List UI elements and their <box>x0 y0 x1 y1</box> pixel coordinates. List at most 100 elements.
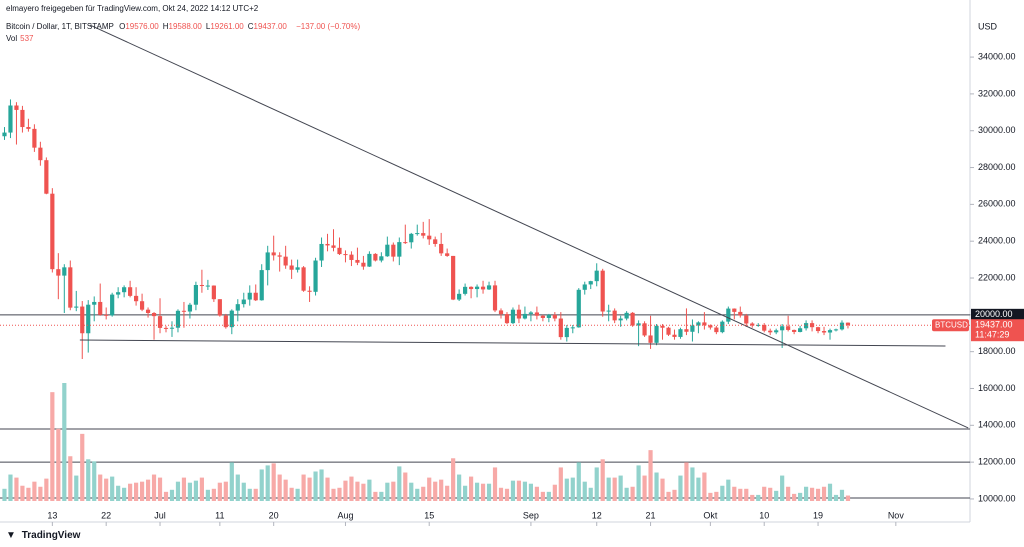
candle-body <box>385 244 390 257</box>
volume-bar <box>696 477 701 501</box>
volume-bar <box>122 487 127 501</box>
candle-body <box>738 311 743 316</box>
candle-body <box>44 160 49 194</box>
x-tick-label: 15 <box>424 510 434 520</box>
volume-bar <box>690 467 695 501</box>
volume-bar <box>451 458 456 501</box>
candle-body <box>546 314 551 318</box>
candle-body <box>205 285 210 287</box>
candle-body <box>337 247 342 255</box>
candle-body <box>277 255 282 257</box>
candle-body <box>265 252 270 271</box>
candle-body <box>367 253 372 267</box>
volume-bar <box>98 474 103 501</box>
volume-bar <box>325 477 330 501</box>
candle-body <box>391 244 396 257</box>
volume-bar <box>62 383 67 501</box>
volume-bar <box>792 493 797 501</box>
y-tick-label: 12000.00 <box>978 457 1016 467</box>
volume-bar <box>163 491 169 501</box>
candle-body <box>199 285 204 287</box>
candle-body <box>86 304 91 334</box>
candle-body <box>211 285 216 300</box>
volume-bar <box>379 491 384 501</box>
candle-body <box>684 329 689 332</box>
candle-body <box>56 269 61 276</box>
ohlc-key: H <box>162 22 169 31</box>
volume-bar <box>672 489 677 501</box>
candle-body <box>624 312 629 319</box>
candle-body <box>690 325 695 332</box>
volume-bar <box>355 481 360 501</box>
volume-bar <box>415 488 420 501</box>
ohlc-value: 19588.00 <box>168 22 202 31</box>
candle-body <box>331 245 336 248</box>
candle-body <box>606 310 611 312</box>
candle-body <box>32 128 37 148</box>
volume-bar <box>104 478 109 501</box>
volume-bar <box>253 488 258 501</box>
volume-bar <box>833 494 839 501</box>
volume-bar <box>157 477 163 501</box>
candle-body <box>594 270 599 282</box>
volume-bar <box>2 488 7 501</box>
volume-bar <box>301 474 306 501</box>
volume-bar <box>666 491 671 501</box>
volume-bar <box>277 474 282 501</box>
volume-bar <box>624 487 629 501</box>
candle-body <box>540 315 545 318</box>
candle-body <box>474 286 480 290</box>
x-tick-label: 13 <box>47 510 57 520</box>
candle-body <box>74 306 79 308</box>
candle-body <box>289 265 294 270</box>
candle-body <box>660 325 665 328</box>
candle-body <box>463 286 468 294</box>
volume-bar <box>193 480 199 501</box>
volume-bar <box>26 487 31 501</box>
volume-bar <box>295 488 300 501</box>
candle-body <box>504 314 510 324</box>
volume-bar <box>223 481 228 501</box>
candle-body <box>68 267 73 308</box>
candle-body <box>845 322 851 326</box>
volume-bar <box>14 477 19 501</box>
volume-bar <box>486 483 492 501</box>
volume-bar <box>636 465 641 501</box>
volume-bar <box>618 475 623 501</box>
volume-bar <box>427 477 432 501</box>
volume-bar <box>839 489 845 501</box>
volume-bar <box>821 486 827 501</box>
candle-body <box>421 233 426 236</box>
x-tick-label: Aug <box>337 510 353 520</box>
x-tick-label: 19 <box>813 510 823 520</box>
candle-body <box>588 281 593 285</box>
volume-bar <box>522 481 528 501</box>
candle-body <box>301 267 306 291</box>
volume-bar <box>433 481 438 501</box>
change: −137.00 (−0.70%) <box>296 22 361 31</box>
candle-body <box>259 270 264 301</box>
volume-bar <box>570 477 575 501</box>
volume-bar <box>235 474 240 501</box>
candle-body <box>708 325 713 328</box>
candle-body <box>445 253 450 256</box>
volume-bar <box>409 482 414 501</box>
attribution: elmayero freigegeben für TradingView.com… <box>6 4 259 13</box>
y-axis-label: USD <box>978 21 998 31</box>
volume-bar <box>762 486 767 501</box>
candle-body <box>720 321 725 333</box>
candle-body <box>552 314 557 319</box>
price-label-box <box>971 319 1024 342</box>
volume-bar <box>510 480 516 501</box>
volume-bar <box>726 479 731 501</box>
volume-bar <box>798 492 803 501</box>
candle-body <box>636 323 641 326</box>
candle-body <box>2 132 7 137</box>
volume-bar <box>768 487 773 501</box>
candle-body <box>732 308 737 312</box>
volume-bar <box>397 466 402 501</box>
volume-bar <box>80 433 85 501</box>
candle-body <box>612 310 617 321</box>
volume-bar <box>319 469 324 501</box>
last-price-label: 19437.00 <box>975 320 1013 330</box>
